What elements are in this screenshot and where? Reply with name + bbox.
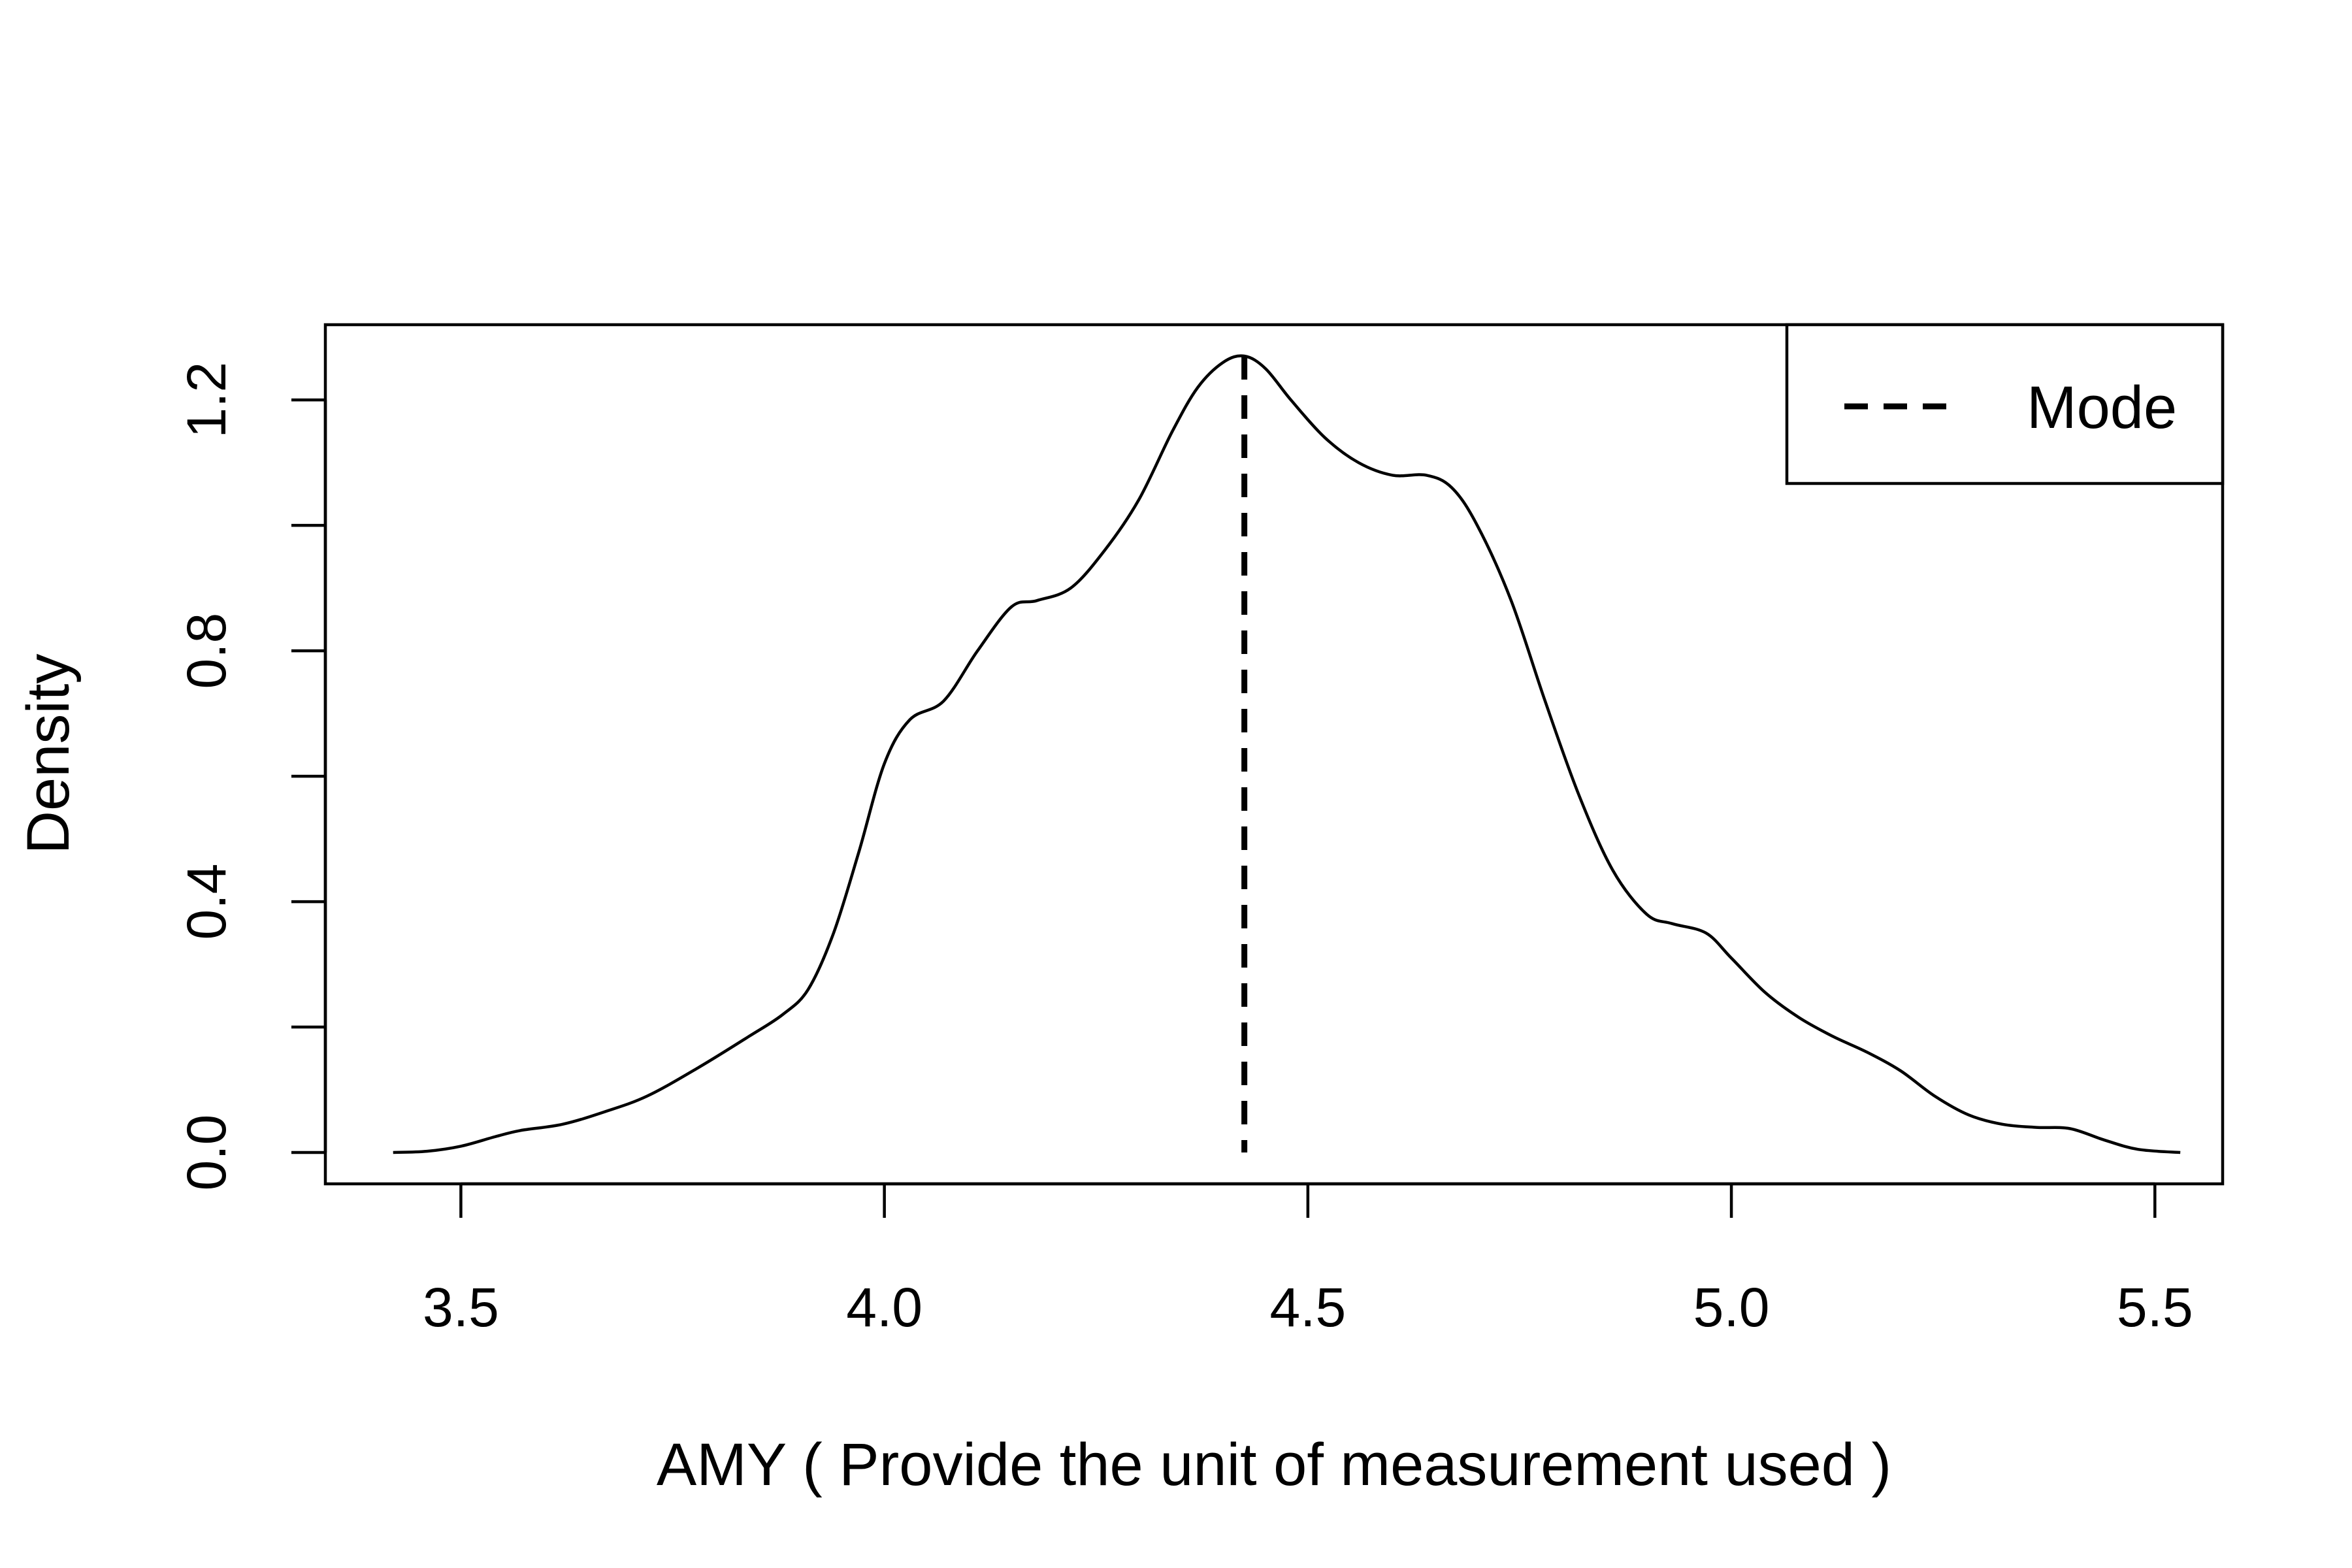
plot-frame bbox=[323, 323, 2225, 1186]
density-curve bbox=[393, 354, 2181, 1154]
x-tick-label: 4.0 bbox=[846, 1277, 923, 1338]
x-tick-label: 4.5 bbox=[1269, 1277, 1346, 1338]
legend: Mode bbox=[1785, 323, 2225, 485]
x-tick-label: 3.5 bbox=[423, 1277, 499, 1338]
y-tick-label: 1.2 bbox=[176, 362, 237, 438]
y-axis: 0.0 0.4 0.8 1.2 bbox=[176, 362, 327, 1191]
y-tick-label: 0.4 bbox=[176, 864, 237, 940]
x-axis-title: AMY ( Provide the unit of measurement us… bbox=[657, 1431, 1891, 1498]
y-tick-label: 0.0 bbox=[176, 1115, 237, 1191]
x-tick-label: 5.0 bbox=[1693, 1277, 1770, 1338]
y-axis-title: Density bbox=[15, 654, 82, 855]
legend-mode-label: Mode bbox=[2027, 374, 2177, 441]
y-tick-label: 0.8 bbox=[176, 613, 237, 689]
x-tick-label: 5.5 bbox=[2117, 1277, 2193, 1338]
